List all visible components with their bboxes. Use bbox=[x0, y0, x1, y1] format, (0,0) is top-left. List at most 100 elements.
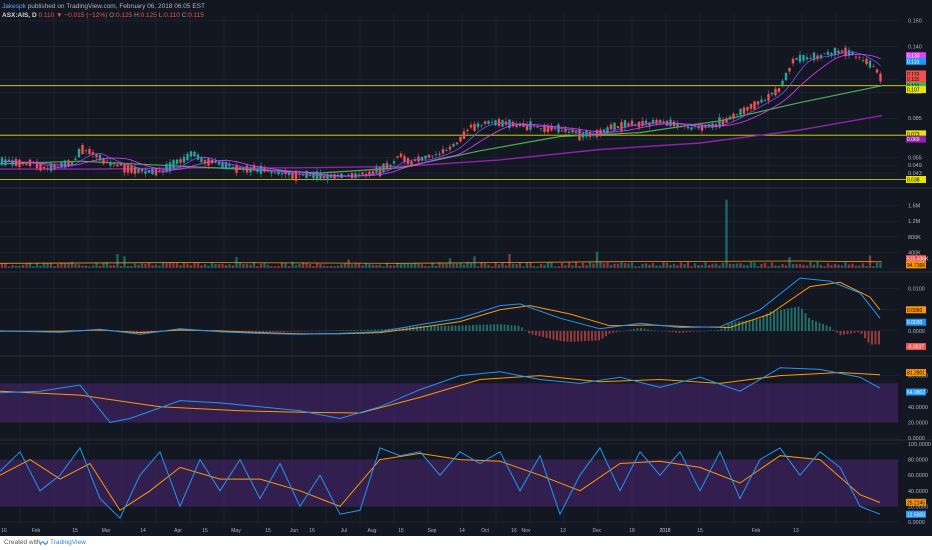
macd-histogram-bar bbox=[640, 328, 642, 331]
candle-body bbox=[112, 163, 116, 165]
macd-histogram-bar bbox=[426, 326, 429, 331]
author-name[interactable]: Jakespk bbox=[2, 3, 26, 10]
macd-histogram-bar bbox=[790, 307, 793, 331]
candle-body bbox=[242, 167, 245, 170]
volume-bar bbox=[368, 264, 371, 268]
candle-body bbox=[571, 129, 574, 133]
candle-body bbox=[623, 120, 627, 128]
volume-bar bbox=[249, 264, 252, 268]
x-axis-tick: Sep bbox=[428, 528, 437, 534]
candle-body bbox=[525, 124, 529, 131]
volume-bar bbox=[497, 264, 501, 268]
volume-bar bbox=[11, 265, 14, 268]
volume-bar bbox=[217, 264, 221, 268]
volume-bar bbox=[333, 265, 336, 268]
macd-histogram-bar bbox=[451, 325, 453, 331]
volume-bar bbox=[4, 263, 7, 268]
x-axis-tick: 15 bbox=[398, 528, 404, 534]
candle-body bbox=[844, 47, 847, 57]
volume-bar bbox=[469, 262, 473, 268]
candle-body bbox=[837, 50, 840, 54]
candle-body bbox=[403, 156, 406, 162]
price-axis-label: 0.038 bbox=[907, 177, 920, 183]
macd-histogram-bar bbox=[643, 328, 646, 331]
volume-bar bbox=[53, 265, 56, 268]
candle-body bbox=[784, 72, 788, 81]
candle-body bbox=[588, 131, 592, 137]
price-axis-label-bg bbox=[906, 70, 926, 78]
candle-body bbox=[221, 161, 224, 168]
macd-histogram-bar bbox=[416, 326, 418, 331]
macd-histogram-bar bbox=[717, 330, 719, 331]
candle-body bbox=[81, 144, 84, 155]
chart-svg[interactable]: 0.160 0.140 0.115 0.105 0.085 0.069 0.055 0.049… bbox=[0, 0, 932, 536]
volume-bar bbox=[735, 263, 739, 268]
macd-line bbox=[0, 277, 881, 335]
candle-body bbox=[441, 149, 445, 154]
candle-body bbox=[515, 124, 518, 127]
volume-bar bbox=[823, 266, 826, 268]
macd-histogram-bar bbox=[363, 329, 366, 331]
volume-bar bbox=[697, 265, 700, 268]
macd-histogram-bar bbox=[552, 330, 555, 340]
candle-body bbox=[809, 57, 812, 59]
volume-bar bbox=[259, 263, 263, 268]
candle-body bbox=[63, 160, 67, 168]
volume-bar bbox=[385, 263, 389, 268]
volume-bar bbox=[42, 262, 46, 268]
price-axis-label-bg bbox=[906, 52, 926, 60]
macd-histogram-bar bbox=[374, 329, 376, 331]
candle-body bbox=[753, 101, 756, 110]
high-label: H: bbox=[134, 12, 141, 19]
candle-body bbox=[630, 120, 634, 126]
volume-bar bbox=[480, 261, 483, 268]
macd-histogram-bar bbox=[766, 313, 768, 331]
macd-label-hist-bg bbox=[906, 343, 926, 351]
macd-histogram-bar bbox=[328, 330, 331, 332]
macd-y-tick: 0.0100 bbox=[908, 287, 925, 293]
candle-body bbox=[795, 58, 798, 60]
candle-body bbox=[606, 127, 609, 133]
volume-bar bbox=[14, 265, 18, 268]
tradingview-brand[interactable]: TradingView bbox=[50, 539, 86, 546]
candle-body bbox=[641, 120, 644, 126]
volume-bar bbox=[525, 262, 529, 268]
volume-bar bbox=[63, 263, 67, 268]
macd-histogram-bar bbox=[619, 330, 621, 332]
candle-body bbox=[539, 128, 543, 130]
volume-bar bbox=[224, 265, 228, 268]
candle-body bbox=[564, 128, 567, 132]
macd-histogram-bar bbox=[276, 330, 278, 332]
x-axis-tick: 15 bbox=[72, 528, 78, 534]
volume-bar bbox=[326, 266, 329, 268]
macd-histogram-bar bbox=[622, 330, 625, 332]
high-value: 0.125 bbox=[140, 12, 157, 19]
volume-bar bbox=[690, 266, 693, 268]
candle-body bbox=[609, 124, 613, 130]
candle-body bbox=[791, 58, 795, 64]
price-y-tick: 0.043 bbox=[908, 171, 922, 177]
macd-histogram-bar bbox=[647, 329, 649, 331]
macd-histogram-bar bbox=[696, 330, 698, 332]
close-label: C: bbox=[181, 12, 189, 19]
candle-body bbox=[77, 149, 81, 158]
macd-histogram-bar bbox=[783, 309, 786, 331]
candle-body bbox=[697, 126, 700, 129]
volume-bar bbox=[658, 265, 662, 268]
macd-histogram-bar bbox=[475, 324, 478, 331]
macd-histogram-bar bbox=[444, 325, 446, 331]
volume-bar bbox=[522, 266, 525, 268]
macd-histogram-bar bbox=[874, 330, 877, 345]
volume-bar bbox=[879, 263, 882, 268]
macd-histogram-bar bbox=[297, 330, 299, 332]
macd-histogram-bar bbox=[689, 330, 691, 332]
candle-body bbox=[875, 69, 879, 73]
macd-histogram-bar bbox=[769, 311, 772, 331]
rsi-label-rsi: 64.0802 bbox=[907, 390, 925, 396]
macd-histogram-bar bbox=[654, 330, 656, 331]
volume-bar bbox=[847, 264, 851, 268]
candle-body bbox=[74, 158, 77, 160]
candle-body bbox=[95, 154, 98, 158]
candle-body bbox=[658, 120, 662, 124]
volume-bar bbox=[452, 263, 455, 268]
